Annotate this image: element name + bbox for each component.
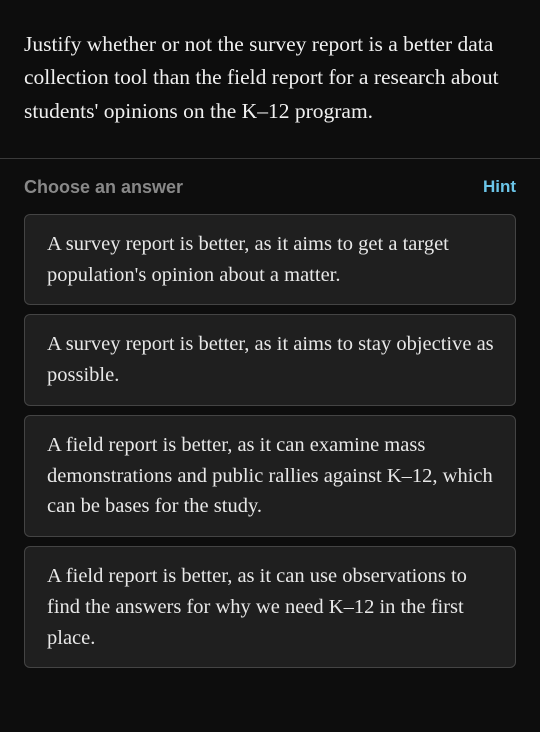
answer-option-text: A survey report is better, as it aims to… <box>47 329 497 391</box>
answer-option-text: A field report is better, as it can exam… <box>47 430 497 522</box>
answer-option[interactable]: A field report is better, as it can use … <box>24 546 516 668</box>
answer-option-text: A field report is better, as it can use … <box>47 561 497 653</box>
answer-option[interactable]: A survey report is better, as it aims to… <box>24 314 516 406</box>
question-text: Justify whether or not the survey report… <box>24 28 516 128</box>
answer-section: Choose an answer Hint A survey report is… <box>0 159 540 693</box>
hint-button[interactable]: Hint <box>483 177 516 197</box>
answer-option-text: A survey report is better, as it aims to… <box>47 229 497 291</box>
answer-header: Choose an answer Hint <box>24 177 516 198</box>
answer-option[interactable]: A field report is better, as it can exam… <box>24 415 516 537</box>
question-section: Justify whether or not the survey report… <box>0 0 540 158</box>
answer-options-list: A survey report is better, as it aims to… <box>24 214 516 669</box>
choose-answer-label: Choose an answer <box>24 177 183 198</box>
answer-option[interactable]: A survey report is better, as it aims to… <box>24 214 516 306</box>
